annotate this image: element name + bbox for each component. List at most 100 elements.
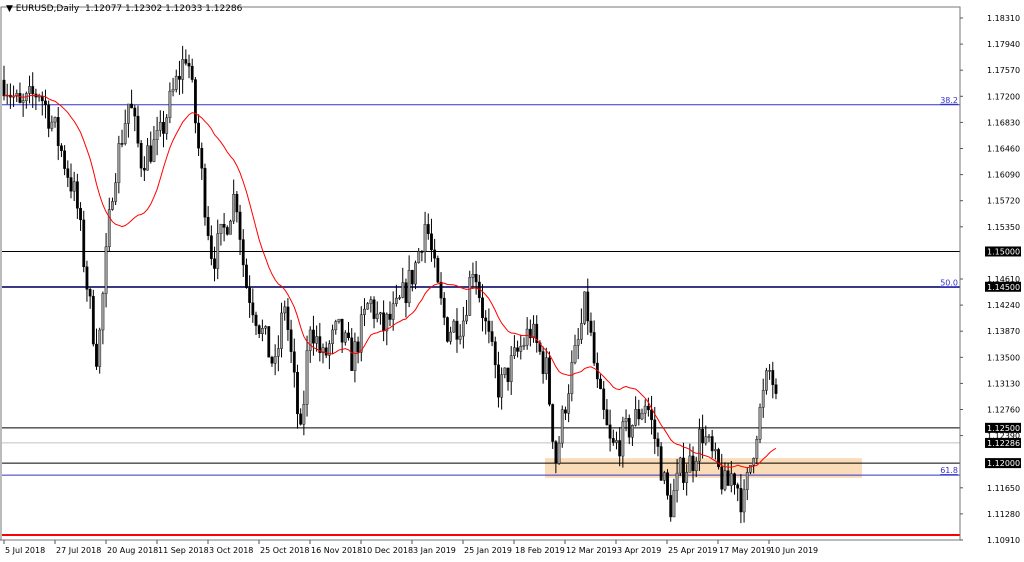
- candle-body: [608, 424, 612, 439]
- candle-body: [723, 470, 727, 490]
- candle-body: [53, 117, 57, 123]
- price-tick-label: 1.13130: [987, 379, 1020, 388]
- candle-body: [312, 329, 315, 344]
- candle-body: [627, 418, 631, 438]
- candle-body: [270, 357, 274, 364]
- candle-body: [656, 438, 660, 447]
- price-tick-label: 1.17200: [987, 92, 1020, 101]
- candle-body: [414, 262, 417, 285]
- time-tick-label: 27 Jul 2018: [56, 546, 101, 555]
- time-tick-label: 10 Dec 2018: [362, 546, 413, 555]
- candle-body: [560, 409, 564, 444]
- price-level-label: 1.12000: [987, 459, 1020, 468]
- price-level-label: 1.14500: [987, 283, 1020, 292]
- candle-body: [267, 326, 271, 358]
- candle-body: [404, 282, 408, 304]
- candle-body: [765, 370, 768, 391]
- candle-body: [104, 246, 108, 294]
- candle-body: [484, 317, 488, 322]
- candle-body: [114, 182, 118, 202]
- candle-body: [305, 350, 309, 405]
- candle-body: [758, 407, 762, 440]
- candle-body: [605, 409, 609, 426]
- time-tick-label: 18 Feb 2019: [515, 546, 565, 555]
- candle-body: [500, 374, 504, 398]
- candle-body: [359, 314, 363, 353]
- time-tick-label: 20 Aug 2018: [107, 546, 158, 555]
- candle-body: [299, 413, 303, 425]
- candle-body: [646, 405, 650, 411]
- price-tick-label: 1.13870: [987, 327, 1020, 336]
- candle-body: [31, 86, 35, 95]
- candle-body: [174, 75, 178, 90]
- candle-body: [522, 344, 526, 347]
- candle-body: [213, 258, 216, 269]
- candle-body: [701, 428, 705, 444]
- dropdown-arrow-icon[interactable]: ▼: [6, 4, 13, 14]
- candle-body: [193, 79, 197, 124]
- candle-body: [637, 409, 641, 420]
- candle-body: [178, 75, 181, 80]
- candle-body: [366, 303, 370, 310]
- candle-body: [729, 473, 733, 486]
- candle-body: [280, 312, 283, 349]
- candle-body: [120, 143, 124, 145]
- price-label-box: [985, 422, 1021, 433]
- candle-body: [624, 418, 628, 422]
- time-tick-label: 12 Mar 2019: [566, 546, 617, 555]
- candle-body: [394, 297, 398, 304]
- price-tick-label: 1.17570: [987, 66, 1020, 75]
- candle-body: [519, 346, 523, 352]
- candle-body: [340, 318, 344, 343]
- candle-body: [343, 332, 347, 343]
- candle-body: [155, 130, 159, 141]
- candle-body: [442, 297, 446, 318]
- time-tick-label: 10 Jun 2019: [770, 546, 818, 555]
- candle-body: [95, 343, 98, 367]
- candle-body: [130, 103, 133, 109]
- candle-body: [353, 341, 357, 371]
- candle-body: [420, 251, 424, 253]
- candle-body: [334, 321, 338, 331]
- fib-level-label: 38.2: [940, 96, 958, 105]
- candle-body: [544, 357, 548, 375]
- fib-level-label: 61.8: [940, 466, 958, 475]
- candle-body: [315, 336, 319, 344]
- candle-body: [382, 312, 386, 332]
- candle-body: [203, 168, 207, 218]
- candle-body: [350, 337, 354, 371]
- candle-body: [85, 266, 89, 290]
- candle-body: [698, 428, 701, 462]
- price-level-label: 1.12286: [987, 439, 1020, 448]
- time-tick-label: 25 Apr 2019: [668, 546, 717, 555]
- price-tick-label: 1.12390: [987, 432, 1020, 441]
- price-tick-label: 1.15350: [987, 223, 1020, 232]
- candle-body: [181, 59, 185, 80]
- candle-body: [327, 343, 331, 356]
- candle-body: [88, 289, 92, 297]
- candle-body: [717, 449, 720, 468]
- candle-body: [768, 370, 772, 372]
- symbol-label: EURUSD,Daily: [15, 4, 80, 14]
- candle-body: [292, 351, 296, 373]
- candle-body: [493, 341, 497, 366]
- candle-body: [254, 314, 258, 326]
- candle-body: [283, 306, 287, 314]
- candle-body: [541, 351, 545, 375]
- candle-body: [688, 455, 692, 473]
- candle-body: [669, 495, 673, 518]
- price-tick-label: 1.16090: [987, 171, 1020, 180]
- candle-body: [736, 484, 740, 489]
- candle-body: [621, 421, 625, 457]
- candle-body: [72, 181, 76, 192]
- candle-body: [337, 318, 341, 322]
- candle-body: [190, 65, 194, 80]
- fib-level-label: 50.0: [940, 278, 958, 287]
- candle-body: [564, 409, 567, 414]
- candle-body: [308, 329, 312, 351]
- candle-body: [653, 419, 657, 439]
- candle-body: [127, 103, 130, 124]
- candle-body: [2, 79, 6, 97]
